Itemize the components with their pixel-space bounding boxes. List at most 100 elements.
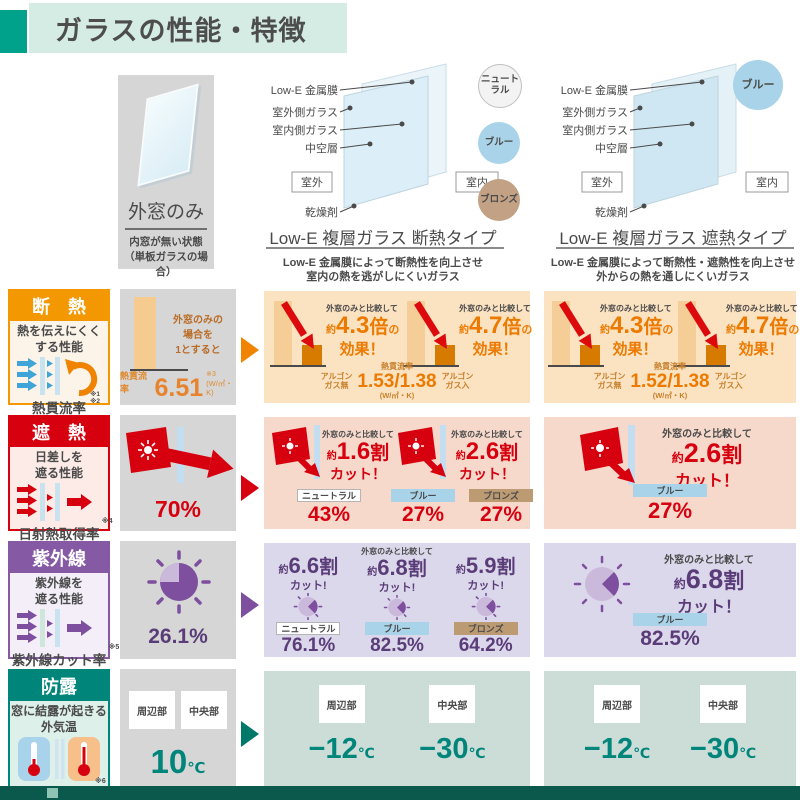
outer-window-only-panel: 外窓のみ 内窓が無い状態 （単板ガラスの場合） <box>118 75 214 278</box>
effect-panel: 外窓のみと比較して 約4.7倍の 効果！ <box>670 295 799 371</box>
shading-type-cell-insulation: 外窓のみと比較して 約4.3倍の 効果！ 外窓のみと比較して 約4.7倍の 効果… <box>544 291 799 403</box>
u-value-base: 6.51 <box>154 373 204 402</box>
arrow-right-icon <box>241 721 259 747</box>
dew-base-temp: 10℃ <box>150 743 206 780</box>
label-outside: 室外 <box>301 175 323 189</box>
page-title: ガラスの性能・特徴 <box>55 15 307 46</box>
title-accent-square <box>0 10 27 53</box>
edge-part-badge: 周辺部 <box>318 685 365 723</box>
bar-drop-chart-icon <box>270 301 326 367</box>
edge-part-badge: 周辺部 <box>129 691 175 729</box>
shading-type-cell-uv: 外窓のみと比較して 約6.8割 カット！ ブルー 82.5% <box>544 543 796 657</box>
bar-drop-chart-icon <box>674 301 730 367</box>
uv-sun-pie-icon <box>383 595 411 620</box>
uv-cut-value: 64.2% <box>458 635 513 656</box>
insulation-type-desc2: 室内の熱を逃がしにくいガラス <box>306 271 460 283</box>
uv-panel: 外窓のみと比較して 約6.8割 カット! ブルー 82.5% <box>361 547 433 656</box>
next-section-bar <box>0 786 800 800</box>
solar-gain-value: 27% <box>479 503 523 526</box>
bronze-badge: ブロンズ <box>469 489 533 502</box>
bronze-badge: ブロンズ <box>453 622 518 635</box>
center-part-badge: 中央部 <box>181 691 227 729</box>
label-lowe-film: Low-E 金属膜 <box>271 83 338 97</box>
shading-type-cell-shading: 外窓のみと比較して 約2.6割 カット！ ブルー 27% <box>544 417 796 529</box>
uv-cut-base-value: 26.1% <box>148 625 208 648</box>
arrow-right-icon <box>241 475 259 501</box>
swatch-blue: ブルー <box>478 122 520 164</box>
outer-only-label: 外窓のみ <box>127 202 204 223</box>
thermometers-icon <box>16 735 102 783</box>
insulation-arrows-icon <box>15 355 103 397</box>
insulation-type-cell-uv: 約6.6割 カット! ニュートラル 76.1% 外窓のみと比較して 約6.8割 <box>264 543 530 657</box>
single-glass-icon <box>137 83 199 187</box>
sun-glass-arrow-icon <box>398 425 446 479</box>
center-part-badge: 中央部 <box>429 685 476 723</box>
dew-temp: −12℃ <box>308 733 375 765</box>
divider <box>556 247 794 249</box>
solar-gain-base-value: 70% <box>154 496 202 522</box>
row-header-shading: 遮 熱 <box>10 417 108 447</box>
temp-group: 中央部 −30℃ <box>419 685 485 766</box>
label-inner-glass: 室内側ガラス <box>272 123 338 137</box>
base-cell-uv: 26.1% <box>120 541 236 659</box>
label-desiccant: 乾燥剤 <box>595 205 628 219</box>
neutral-badge: ニュートラル <box>276 622 341 635</box>
row-label-insulation: 断 熱 熱を伝えにくく する性能 熱貫流率 ※1 ※2 <box>8 289 110 416</box>
cut-panel: 外窓のみと比較して 約2.6割 カット！ ブルー 27% ブロンズ 27% <box>391 423 533 526</box>
lowe-insulation-glass-diagram: Low-E 金属膜 室外側ガラス 室内側ガラス 中空層 乾燥剤 室外 室内 <box>271 63 499 219</box>
uv-cut-value: 82.5% <box>370 635 424 656</box>
shading-arrows-icon <box>15 481 103 523</box>
lowe-shading-glass-diagram: Low-E 金属膜 室外側ガラス 室内側ガラス 中空層 乾燥剤 室外 室内 <box>561 63 789 219</box>
uv-panel: 約6.6割 カット! ニュートラル 76.1% <box>264 543 353 657</box>
u-value-pair: 1.53/1.38 <box>357 371 437 392</box>
uv-sun-pie-icon <box>573 555 631 613</box>
shading-type-title: Low-E 複層ガラス 遮熱タイプ <box>559 229 787 248</box>
metric-uv-cut: 紫外線カット率 ※5 <box>11 644 120 669</box>
row-label-shading: 遮 熱 日差しを 遮る性能 日射熱取得率 ※4 <box>8 415 113 542</box>
neutral-badge: ニュートラル <box>297 489 361 502</box>
label-inside: 室内 <box>756 175 778 189</box>
insulation-type-cell-shading: 外窓のみと比較して 約1.6割 カット！ ニュートラル 43% <box>264 417 533 529</box>
row-label-uv: 紫外線 紫外線を 遮る性能 紫外線カット率 ※5 <box>8 541 119 668</box>
shading-type-cell-dew: 周辺部 −12℃ 中央部 −30℃ <box>544 671 796 791</box>
effect-panel: 外窓のみと比較して 約4.3倍の 効果！ <box>264 295 399 371</box>
label-lowe-film: Low-E 金属膜 <box>561 83 628 97</box>
effect-panel: 外窓のみと比較して 約4.3倍の 効果！ <box>544 295 673 371</box>
row-header-dew: 防露 <box>10 671 108 701</box>
blue-badge: ブルー <box>633 484 707 497</box>
uv-sun-pie-icon <box>471 592 501 620</box>
arrow-right-icon <box>241 592 259 618</box>
metric-u-value: 熱貫流率 ※1 ※2 <box>32 391 100 417</box>
sun-glass-arrow-icon <box>580 425 635 485</box>
outer-only-note: 内窓が無い状態 （単板ガラスの場合） <box>124 236 208 279</box>
label-outside: 室外 <box>591 175 613 189</box>
base-cell-dew: 周辺部 中央部 10℃ <box>120 669 236 793</box>
edge-part-badge: 周辺部 <box>593 685 640 723</box>
swatch-bronze: ブロンズ <box>478 179 520 221</box>
dew-temp: −12℃ <box>583 733 651 765</box>
dew-temp: −30℃ <box>689 733 757 765</box>
row-header-insulation: 断 熱 <box>10 291 108 321</box>
label-inner-glass: 室内側ガラス <box>562 123 628 137</box>
divider <box>125 228 207 230</box>
uv-cut-value: 82.5% <box>640 627 700 650</box>
effect-panel: 外窓のみと比較して 約4.7倍の 効果！ <box>397 295 532 371</box>
base-cell-shading: 70% <box>120 415 236 531</box>
baseline <box>130 369 188 371</box>
temp-group: 周辺部 −12℃ <box>584 685 650 766</box>
label-desiccant: 乾燥剤 <box>305 205 338 219</box>
temp-group: 周辺部 −12℃ <box>309 685 375 766</box>
solar-gain-value: 43% <box>307 503 351 526</box>
dew-temp: −30℃ <box>419 733 486 765</box>
swatch-neutral: ニュートラル <box>478 64 522 108</box>
title-banner: ガラスの性能・特徴 <box>29 3 347 53</box>
base-cell-insulation: 外窓のみの 場合を 1とすると 熱貫流率 6.51 ※3 (W/㎡・K) <box>120 289 236 405</box>
arrow-right-icon <box>241 337 259 363</box>
center-part-badge: 中央部 <box>700 685 747 723</box>
uv-sun-pie-icon <box>147 550 211 614</box>
blue-badge: ブルー <box>633 613 707 626</box>
cut-panel: 外窓のみと比較して 約1.6割 カット！ ニュートラル 43% <box>264 423 394 526</box>
solar-gain-value: 27% <box>647 498 693 523</box>
